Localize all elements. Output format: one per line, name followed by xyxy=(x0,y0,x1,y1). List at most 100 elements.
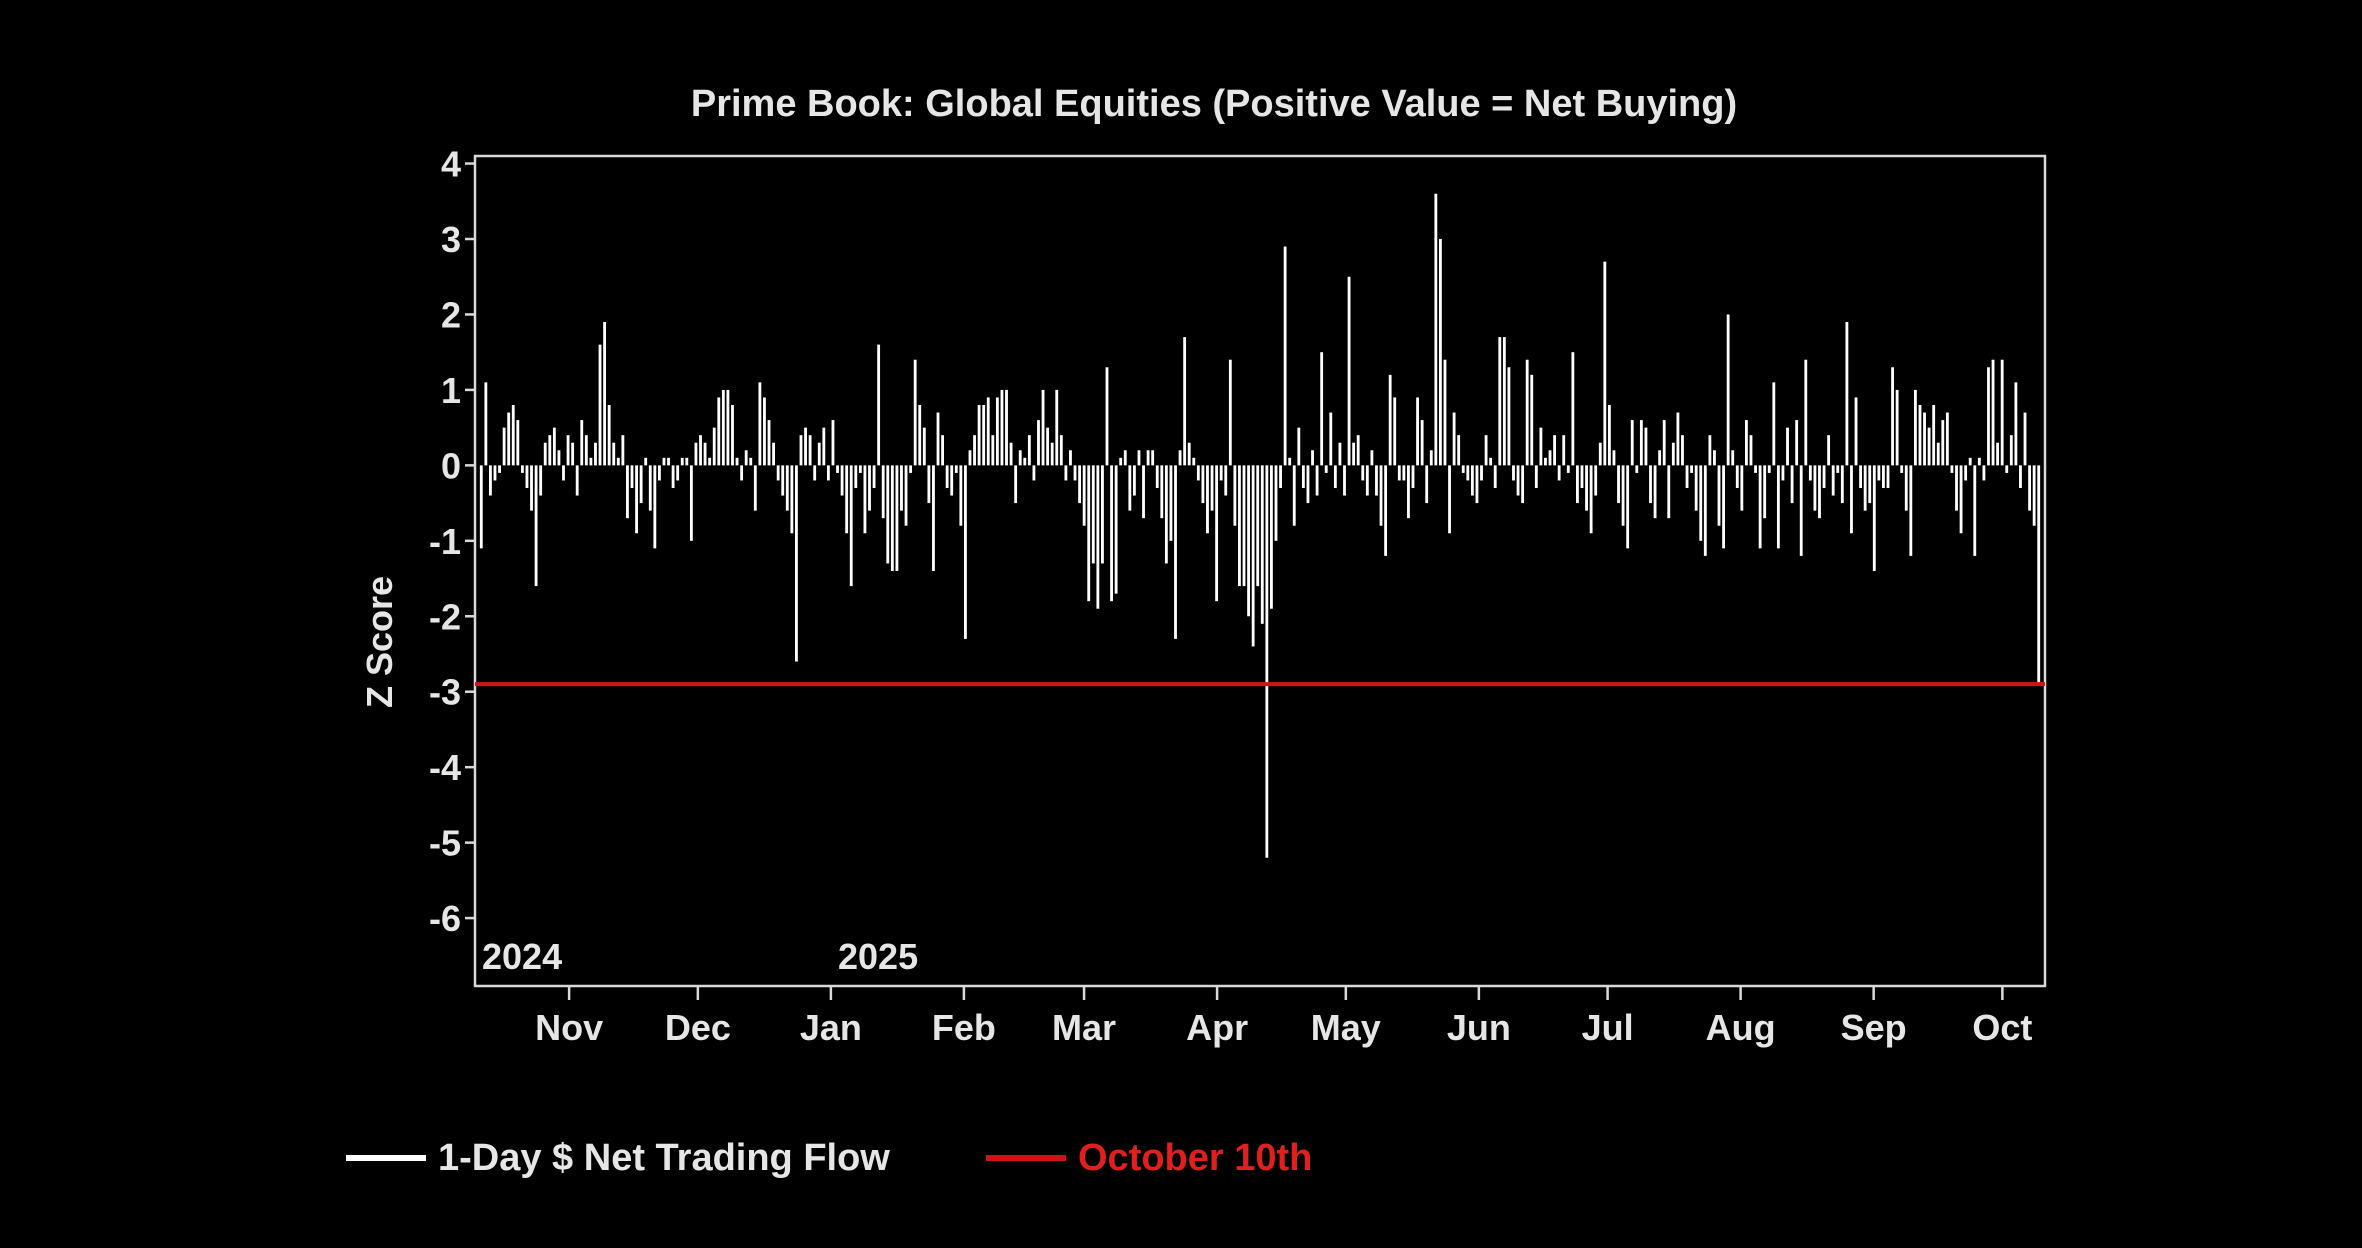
bar xyxy=(1904,465,1908,511)
bar xyxy=(543,442,547,466)
bar xyxy=(881,465,885,519)
bar xyxy=(1279,465,1282,488)
bar xyxy=(858,465,862,473)
bar xyxy=(1795,420,1799,466)
year-label-2024: 2024 xyxy=(482,936,562,977)
bar xyxy=(1576,465,1579,504)
bar xyxy=(1968,457,1972,466)
bar xyxy=(1064,465,1068,481)
bar xyxy=(863,465,867,534)
bar xyxy=(2037,465,2041,685)
bar xyxy=(968,450,972,466)
bar xyxy=(502,427,506,466)
bar xyxy=(479,465,483,549)
bar xyxy=(680,457,684,466)
y-tick-label: -5 xyxy=(429,823,461,864)
bar xyxy=(520,465,524,473)
y-axis: 4 3 2 1 0 -1 -2 -3 -4 -5 -6 xyxy=(429,144,475,939)
bar xyxy=(781,465,785,496)
bar xyxy=(1082,465,1086,526)
bar xyxy=(1091,465,1095,564)
bar xyxy=(1667,465,1671,519)
bar xyxy=(1475,465,1479,504)
bar xyxy=(932,465,935,571)
y-tick-label: 0 xyxy=(441,445,461,486)
bar xyxy=(1192,457,1196,466)
bar xyxy=(1850,465,1853,534)
bar xyxy=(1470,465,1474,496)
bar xyxy=(1754,465,1757,473)
bar xyxy=(1607,405,1611,466)
legend-label-october-10th: October 10th xyxy=(1078,1136,1313,1179)
x-axis: Nov Dec Jan Feb Mar Apr May Jun Jul Aug Sep Oct xyxy=(535,986,2032,1048)
bar xyxy=(1909,465,1913,556)
bar xyxy=(667,457,670,466)
bar xyxy=(1763,465,1767,519)
bar xyxy=(1813,465,1817,511)
bar xyxy=(1964,465,1968,481)
bar xyxy=(1164,465,1168,564)
bar xyxy=(1886,465,1890,488)
x-tick-label: Oct xyxy=(1972,1007,2032,1048)
bar xyxy=(753,465,757,511)
bar xyxy=(808,435,812,466)
bar xyxy=(1658,450,1662,466)
bar xyxy=(1959,465,1963,534)
bar xyxy=(1854,397,1858,466)
bar xyxy=(1073,465,1077,481)
bar xyxy=(840,465,844,496)
bar xyxy=(1238,465,1241,587)
bar xyxy=(1292,465,1296,526)
legend-swatch-net-flow xyxy=(346,1155,426,1161)
bar xyxy=(1037,420,1040,466)
bar xyxy=(589,457,593,466)
bar xyxy=(571,442,575,466)
bar xyxy=(1128,465,1132,511)
bar xyxy=(1955,465,1958,511)
bar xyxy=(941,435,944,466)
bar xyxy=(689,465,693,541)
bar xyxy=(566,435,570,466)
bar xyxy=(872,465,876,488)
bar xyxy=(1142,465,1145,519)
bar xyxy=(1046,427,1050,466)
bar xyxy=(1996,442,2000,466)
bar xyxy=(1553,435,1557,466)
bar xyxy=(772,442,776,466)
bar xyxy=(562,465,565,481)
bar xyxy=(1676,412,1680,466)
bar xyxy=(694,442,698,466)
bar xyxy=(1288,457,1292,466)
bar xyxy=(594,442,597,466)
y-tick-label: 2 xyxy=(441,294,461,335)
x-tick-label: Jan xyxy=(800,1007,862,1048)
bar xyxy=(1808,465,1812,481)
bar xyxy=(1534,465,1538,488)
bar xyxy=(616,457,620,466)
bar xyxy=(1571,352,1575,466)
bar xyxy=(1329,412,1333,466)
bar xyxy=(1480,465,1483,481)
bar xyxy=(977,405,981,466)
bar xyxy=(945,465,949,488)
bar xyxy=(1836,465,1840,473)
bar xyxy=(1311,450,1314,466)
bar xyxy=(1923,412,1926,466)
bar xyxy=(557,450,561,466)
bar xyxy=(1356,435,1360,466)
bar xyxy=(1169,465,1173,541)
bar xyxy=(1498,337,1502,466)
legend-swatch-october-10th xyxy=(986,1155,1066,1161)
bar xyxy=(913,359,917,466)
bar xyxy=(991,435,995,466)
x-tick-label: Sep xyxy=(1841,1007,1907,1048)
bar xyxy=(1050,442,1054,466)
bar xyxy=(849,465,853,587)
bar xyxy=(1448,465,1451,534)
bar xyxy=(1932,405,1936,466)
bar xyxy=(630,465,634,488)
bar xyxy=(1274,465,1278,541)
bar xyxy=(1936,442,1940,466)
bar xyxy=(1402,465,1406,481)
bar xyxy=(1735,465,1739,488)
